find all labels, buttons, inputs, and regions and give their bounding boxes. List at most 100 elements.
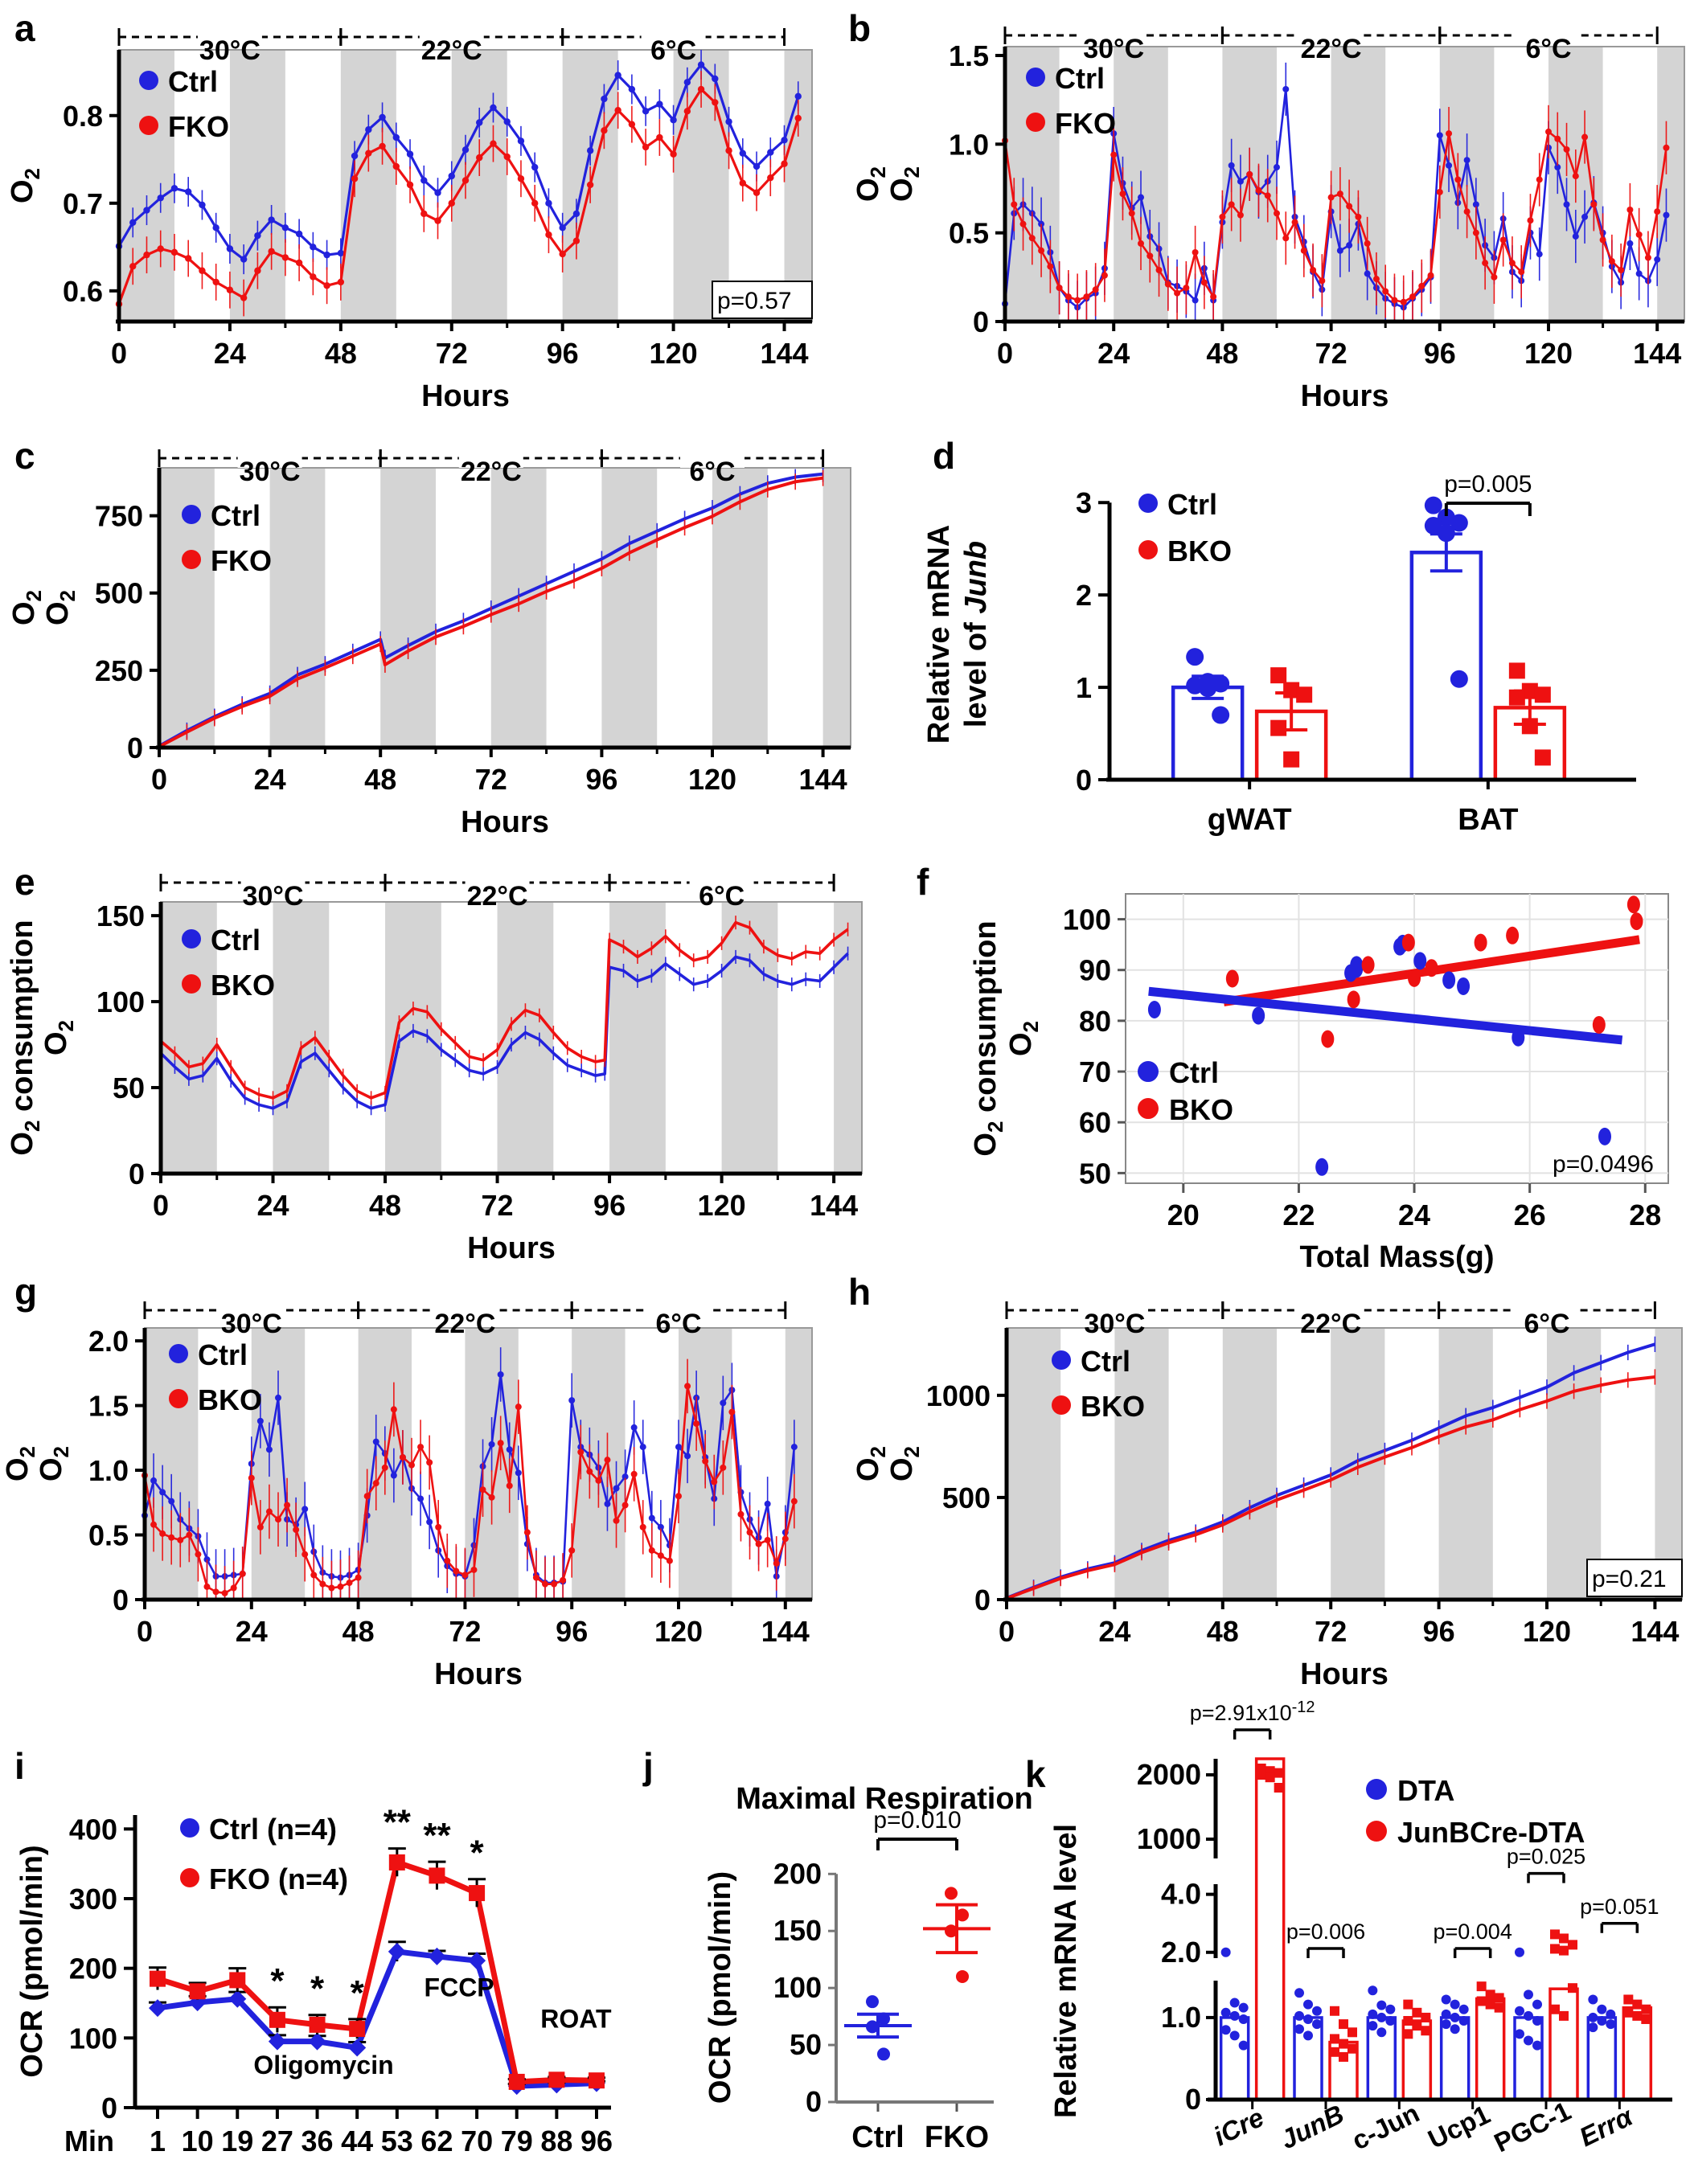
panel-i-plot: * * *** ** *OligomycinFCCPROAT01002003004001…	[15, 1803, 613, 2157]
data-point	[1229, 1998, 1240, 2008]
y-axis-label: OCR (pmol/min)	[703, 1871, 737, 2104]
y-tick: 100	[773, 1971, 822, 2004]
night-shading	[159, 468, 851, 748]
panel-j-plot: Maximal Respiration Ctrl FKO p=0.010 0 50 100 1…	[703, 1782, 1033, 2154]
temperature-bands: 30°C 22°C 6°C	[143, 1299, 787, 1339]
data-point	[1225, 969, 1239, 988]
panel-d-plot: gWAT BAT p=0.005 0 1 2 3 Ctrl BKO Relative mRNA le…	[922, 471, 1636, 837]
significance-star: **	[423, 1816, 451, 1855]
x-tick: 27	[261, 2125, 293, 2157]
legend-label: FKO	[211, 544, 272, 577]
data-point	[1550, 2004, 1560, 2014]
data-point	[1376, 2000, 1387, 2010]
legend-label: Ctrl	[211, 499, 260, 532]
data-point	[1303, 2014, 1313, 2024]
temperature-label: 30°C	[221, 1309, 282, 1339]
data-point	[1238, 2040, 1249, 2051]
panel-k: iCre JunB c-Jun Ucp1 PGC-1 Errα 0 1.0 2.0 4.0 1000…	[1013, 1698, 1690, 2184]
data-point	[1330, 2006, 1339, 2016]
data-point	[1339, 2039, 1348, 2049]
data-point	[1441, 2019, 1451, 2030]
data-point	[229, 1972, 246, 1989]
y-axis-label: Relative mRNA	[922, 525, 956, 744]
data-point	[1515, 2006, 1524, 2016]
data-point	[1532, 2040, 1542, 2051]
panel-label-g: g	[14, 1271, 38, 1313]
y-axis-label: O2	[35, 1446, 73, 1481]
data-point	[1274, 1768, 1284, 1778]
data-point	[1403, 2029, 1413, 2039]
y-tick: 1000	[1137, 1822, 1201, 1855]
data-point	[1476, 1996, 1487, 2006]
drug-label-oligomycin: Oligomycin	[253, 2051, 393, 2080]
data-point	[1229, 2010, 1240, 2021]
panel-label-d: d	[933, 435, 956, 477]
x-tick: 24	[214, 337, 246, 370]
legend-label: Ctrl	[168, 65, 218, 98]
data-point	[1238, 2014, 1249, 2024]
y-tick: 1.0	[949, 128, 989, 161]
data-point	[1403, 2016, 1413, 2026]
significance-star: *	[270, 1961, 285, 2001]
x-category-label: PGC-1	[1490, 2096, 1576, 2157]
panel-label-i: i	[14, 1745, 25, 1787]
data-point	[1424, 496, 1442, 514]
x-tick: 0	[997, 337, 1013, 370]
data-point	[1450, 514, 1468, 532]
x-tick: 72	[1315, 337, 1347, 370]
data-point	[349, 2021, 366, 2038]
data-point	[1339, 2051, 1348, 2062]
x-category-label: JunB	[1276, 2099, 1348, 2154]
y-tick: 2.0	[1161, 1936, 1201, 1969]
x-tick: 144	[760, 337, 808, 370]
panel-label-k: k	[1025, 1753, 1046, 1795]
series-bko	[1006, 1369, 1656, 1600]
y-tick: 0.7	[63, 187, 103, 220]
data-point	[508, 2073, 525, 2090]
data-point	[1623, 2007, 1634, 2018]
bar-gWAT-Ctrl	[1171, 685, 1245, 782]
panel-e: 30°C 22°C 6°C 0 24 48 72 96 120 144 0 50 100 150 Hours…	[0, 852, 876, 1270]
p-value-label: p=0.005	[1444, 471, 1532, 498]
data-point	[1568, 1940, 1577, 1950]
data-point	[1494, 1993, 1504, 2003]
y-tick: 2	[1076, 579, 1092, 612]
legend-label: Ctrl (n=4)	[209, 1813, 337, 1846]
y-tick: 0	[973, 305, 989, 338]
x-axis-label: Hours	[421, 379, 510, 413]
y-tick: 4.0	[1161, 1878, 1201, 1911]
x-tick: 120	[1524, 337, 1573, 370]
temperature-label: 30°C	[1084, 1309, 1145, 1339]
y-axis-label: O2	[1, 1446, 39, 1481]
temperature-bands: 30°C 22°C 6°C	[158, 447, 825, 487]
y-axis-label: O2	[885, 166, 924, 202]
x-tick: 96	[556, 1615, 588, 1648]
x-category-label: Errα	[1575, 2100, 1639, 2152]
data-point	[1147, 1001, 1161, 1018]
x-category-label: Ctrl	[851, 2120, 904, 2154]
y-tick: 150	[773, 1914, 822, 1947]
y-tick: 1000	[926, 1379, 991, 1412]
data-point	[1508, 689, 1525, 706]
legend-marker	[182, 550, 201, 569]
x-tick: 70	[461, 2125, 493, 2157]
data-point	[1606, 2019, 1616, 2030]
x-tick: 120	[654, 1615, 703, 1648]
data-point	[1521, 718, 1538, 735]
data-point	[1425, 959, 1438, 977]
x-tick-labels: 0 24 48 72 96 120 144	[151, 748, 847, 796]
y-axis-label: O2	[39, 1020, 78, 1055]
data-point	[1494, 2002, 1504, 2013]
x-tick: 96	[547, 337, 579, 370]
temperature-bands: 30°C 22°C 6°C	[117, 26, 786, 66]
data-point	[1515, 2029, 1524, 2039]
panel-title: Maximal Respiration	[736, 1782, 1033, 1816]
y-axis-label: O2	[1004, 1021, 1043, 1056]
legend-marker	[1026, 113, 1045, 132]
x-tick: 48	[364, 763, 396, 796]
data-point	[1283, 682, 1300, 699]
data-point	[1270, 719, 1287, 736]
x-tick: 48	[343, 1615, 375, 1648]
y-axis-label: O2	[851, 1446, 890, 1481]
p-value-label: p=0.0496	[1553, 1151, 1654, 1178]
